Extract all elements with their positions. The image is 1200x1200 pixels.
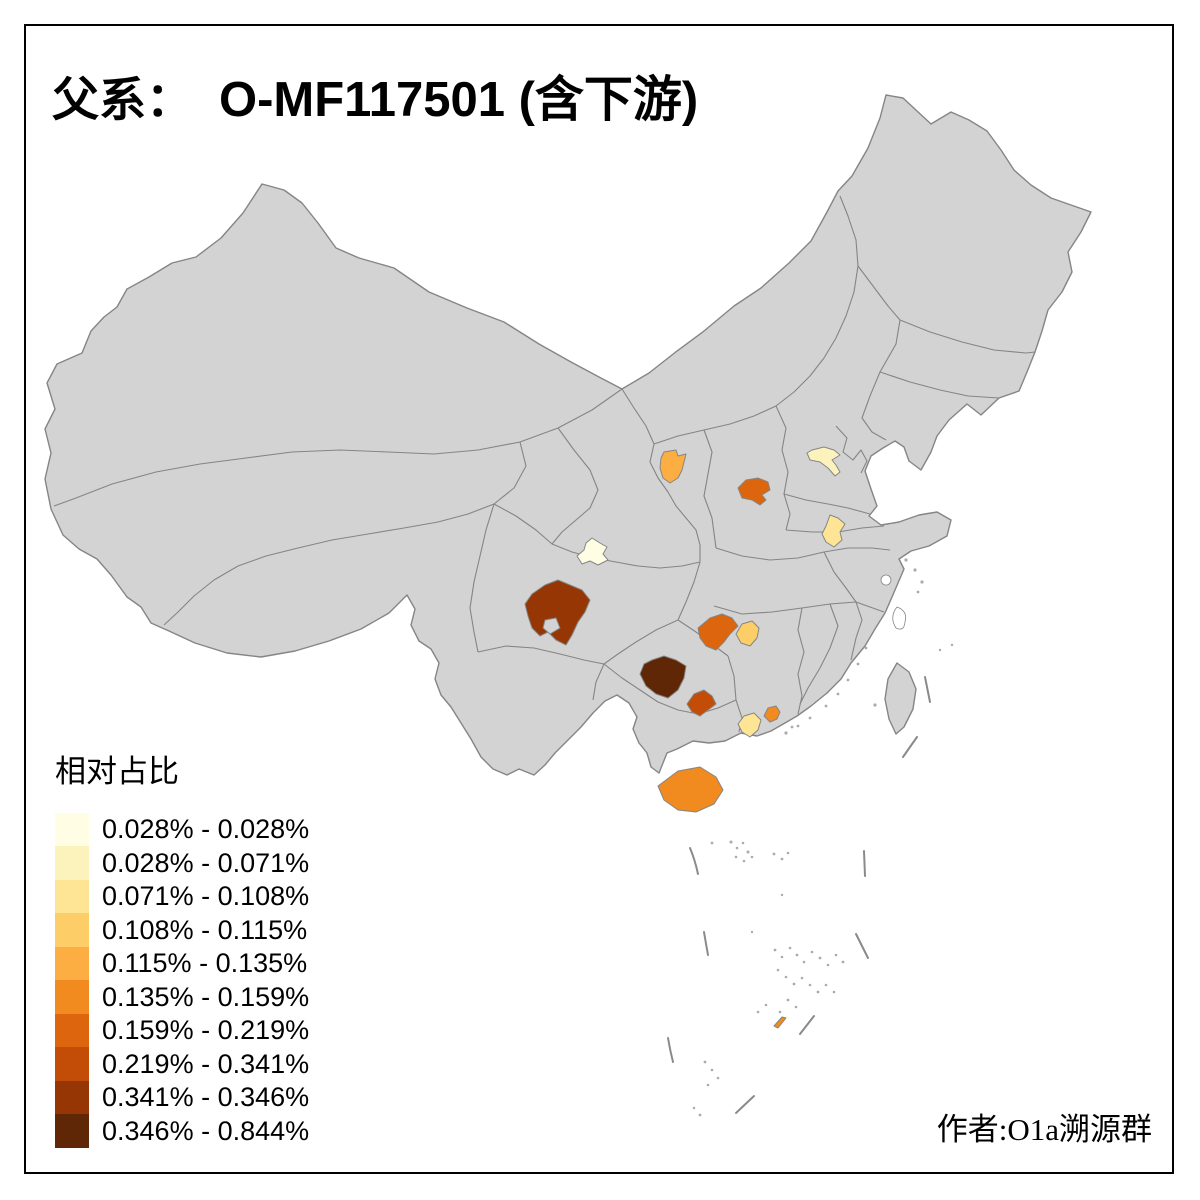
lakes [880,574,907,630]
region-west-henan [737,477,771,506]
mainland-outline [44,94,1092,776]
legend-label: 0.108% - 0.115% [102,914,308,945]
region-southwest-shandong [821,514,846,548]
nine-dash-line-segment [902,736,918,758]
title-main: O-MF117501 (含下游) [219,73,699,127]
legend-label: 0.071% - 0.108% [102,881,310,912]
legend-row: 0.071% - 0.108% [55,879,310,914]
region-south-hebei [806,446,841,477]
region-west-hunan [697,613,739,651]
legend-row: 0.028% - 0.028% [55,812,310,847]
legend-swatch [55,879,89,914]
attribution: 作者:O1a溯源群 [936,1112,1152,1147]
legend-swatch [55,846,89,881]
region-southwest-sichuan-enclave [542,617,561,635]
nine-dash-line [667,676,931,1114]
nine-dash-line-segment [689,847,699,875]
nine-dash-line-segment [924,676,931,703]
legend-row: 0.135% - 0.159% [55,980,310,1015]
taihu-lake [880,574,892,586]
nine-dash-line-segment [703,931,709,956]
nine-dash-line-segment [735,1095,755,1114]
page-title: 父系： O-MF117501 (含下游) [52,60,698,131]
legend-label: 0.341% - 0.346% [102,1082,310,1113]
legend-swatch [55,1013,89,1048]
legend-swatch [55,946,89,981]
nine-dash-line-segment [799,1015,815,1035]
legend: 相对占比 0.028% - 0.028% 0.028% - 0.071% 0.0… [55,746,310,1149]
legend-label: 0.135% - 0.159% [102,981,310,1012]
region-south-china-sea-island [773,1016,787,1029]
region-east-gansu [659,449,687,484]
legend-row: 0.108% - 0.115% [55,913,309,948]
legend-swatch [55,1114,89,1149]
legend-row: 0.341% - 0.346% [55,1080,310,1115]
region-central-sichuan-basin [576,537,609,566]
region-central-hunan [735,620,760,647]
region-southwest-sichuan [524,579,591,646]
region-southeast-guizhou [639,655,687,699]
nine-dash-line-segment [863,850,866,877]
legend-swatch [55,812,89,847]
region-west-guangdong-inland [763,705,781,723]
region-hainan-island [657,766,724,813]
legend-label: 0.028% - 0.028% [102,814,310,845]
province-borders [53,195,1036,733]
legend-label: 0.346% - 0.844% [102,1115,310,1146]
poyang-lake [892,606,907,630]
legend-row: 0.028% - 0.071% [55,846,310,881]
legend-row: 0.115% - 0.135% [55,946,309,981]
legend-title: 相对占比 [55,754,179,789]
legend-swatch [55,980,89,1015]
title-prefix: 父系： [52,75,193,127]
legend-swatch [55,913,89,948]
legend-swatch [55,1080,89,1115]
region-south-guizhou [686,689,717,717]
legend-row: 0.346% - 0.844% [55,1114,310,1149]
nine-dash-line-segment [855,933,869,959]
nine-dash-line-segment [667,1037,674,1063]
legend-row: 0.159% - 0.219% [55,1013,310,1048]
legend-label: 0.219% - 0.341% [102,1048,310,1079]
legend-label: 0.159% - 0.219% [102,1015,310,1046]
scattered-islands [692,558,954,1117]
taiwan-island [884,662,917,735]
legend-label: 0.115% - 0.135% [102,948,308,979]
legend-swatch [55,1047,89,1082]
legend-label: 0.028% - 0.071% [102,847,310,878]
highlighted-regions [524,446,846,1029]
legend-row: 0.219% - 0.341% [55,1047,310,1082]
region-west-guangdong-coastal [737,712,762,738]
